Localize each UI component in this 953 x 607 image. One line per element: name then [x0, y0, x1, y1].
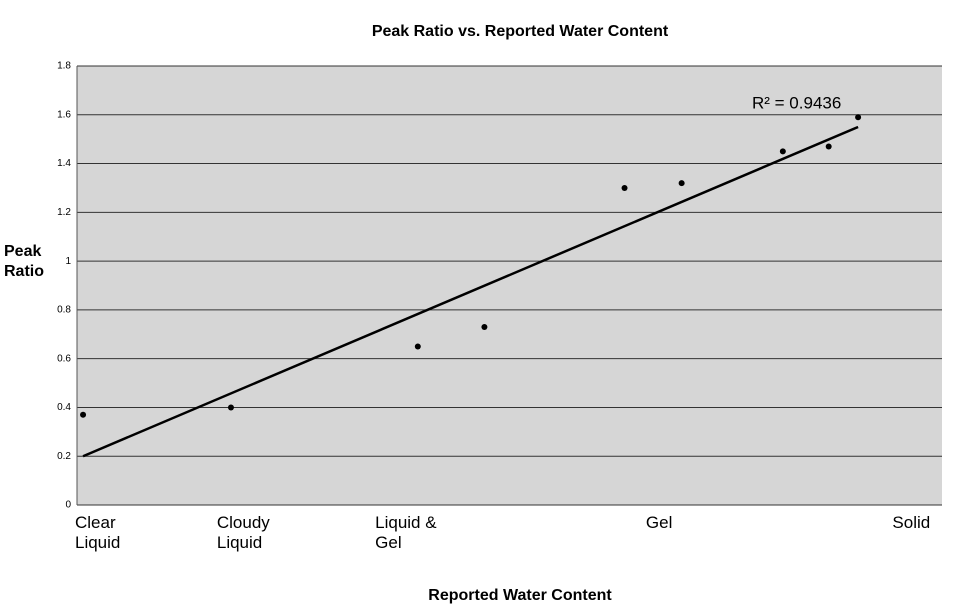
y-tick-label: 0.6	[57, 353, 71, 364]
data-point	[779, 148, 786, 155]
x-tick-label: Liquid & Gel	[375, 513, 437, 552]
data-point	[855, 114, 862, 121]
data-point	[825, 143, 832, 150]
data-point	[227, 404, 234, 411]
data-point	[621, 184, 628, 191]
x-tick-label: Gel	[645, 513, 673, 532]
x-tick-label: Solid	[892, 513, 931, 532]
y-tick-label: 1.2	[57, 207, 71, 218]
y-tick-label: 1.6	[57, 109, 71, 120]
data-point	[481, 323, 488, 330]
y-axis-title: Peak Ratio	[4, 243, 44, 280]
y-tick-label: 0.2	[57, 451, 71, 462]
x-axis-title: Reported Water Content	[428, 587, 612, 604]
y-tick-label: 0.4	[57, 402, 71, 413]
y-tick-label: 1	[65, 256, 71, 267]
annotation: R² = 0.9436	[752, 93, 841, 112]
y-tick-label: 0	[65, 500, 71, 511]
y-tick-label: 1.4	[57, 158, 71, 169]
x-tick-label: Clear Liquid	[75, 513, 121, 552]
data-point	[80, 411, 87, 418]
plot-area	[77, 66, 942, 505]
data-point	[414, 343, 421, 350]
x-tick-label: Cloudy Liquid	[216, 513, 270, 552]
y-tick-label: 0.8	[57, 305, 71, 316]
data-point	[678, 180, 685, 187]
chart-title: Peak Ratio vs. Reported Water Content	[372, 23, 669, 40]
trendline	[82, 125, 859, 458]
y-tick-label: 1.8	[57, 61, 71, 72]
